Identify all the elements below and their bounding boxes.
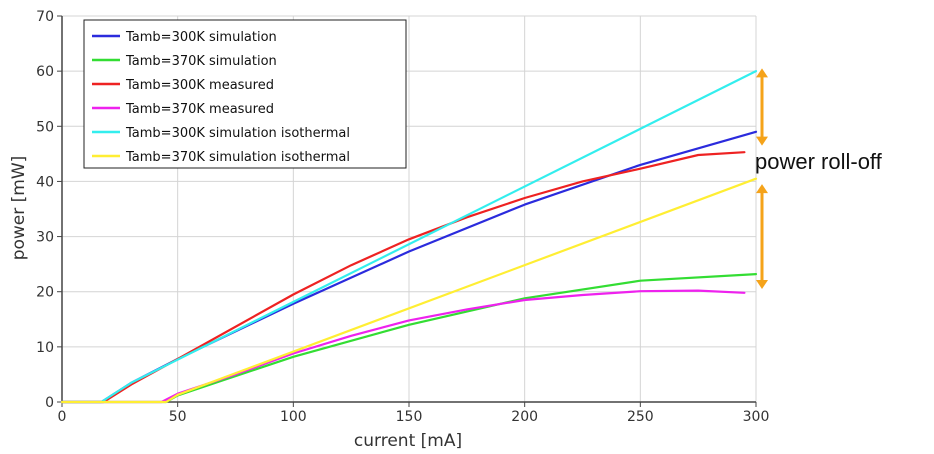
lower-arrow-head-top xyxy=(756,184,768,194)
x-tick-label: 300 xyxy=(743,409,770,425)
power-rolloff-annotation xyxy=(756,68,768,289)
x-tick-label: 0 xyxy=(58,409,67,425)
y-tick-label: 40 xyxy=(36,174,54,190)
upper-arrow-head-bottom xyxy=(756,136,768,146)
series-line-6 xyxy=(60,177,758,404)
x-tick-label: 200 xyxy=(511,409,538,425)
legend-label: Tamb=300K measured xyxy=(125,78,274,93)
legend: Tamb=300K simulation Tamb=370K simulation… xyxy=(83,19,407,169)
x-tick-label: 250 xyxy=(627,409,654,425)
x-tick-label: 50 xyxy=(169,409,187,425)
y-tick-label: 0 xyxy=(45,395,54,411)
y-tick-label: 10 xyxy=(36,340,54,356)
legend-label: Tamb=370K measured xyxy=(125,102,274,117)
legend-label: Tamb=300K simulation isothermal xyxy=(125,126,350,141)
y-tick-label: 70 xyxy=(36,9,54,25)
x-axis-title: current [mA] xyxy=(354,431,462,451)
y-axis-title: power [mW] xyxy=(9,156,29,261)
legend-label: Tamb=370K simulation isothermal xyxy=(125,150,350,165)
lower-arrow-head-bottom xyxy=(756,279,768,289)
y-tick-label: 20 xyxy=(36,285,54,301)
x-tick-label: 150 xyxy=(396,409,423,425)
upper-arrow-head-top xyxy=(756,68,768,78)
legend-items: Tamb=300K simulation Tamb=370K simulation… xyxy=(92,30,350,165)
series-line-3 xyxy=(60,151,746,404)
x-tick-label: 100 xyxy=(280,409,307,425)
grid-lines xyxy=(62,15,757,402)
tick-labels: 0 50 100 150 200 250 300 0 10 20 30 40 50 60 70 xyxy=(36,9,769,425)
y-tick-label: 50 xyxy=(36,119,54,135)
power-rolloff-label: power roll-off xyxy=(755,149,883,174)
legend-box xyxy=(83,19,407,169)
legend-label: Tamb=300K simulation xyxy=(125,30,277,45)
series-lines xyxy=(60,69,758,404)
legend-label: Tamb=370K simulation xyxy=(125,54,277,69)
y-tick-label: 30 xyxy=(36,230,54,246)
y-tick-label: 60 xyxy=(36,64,54,80)
